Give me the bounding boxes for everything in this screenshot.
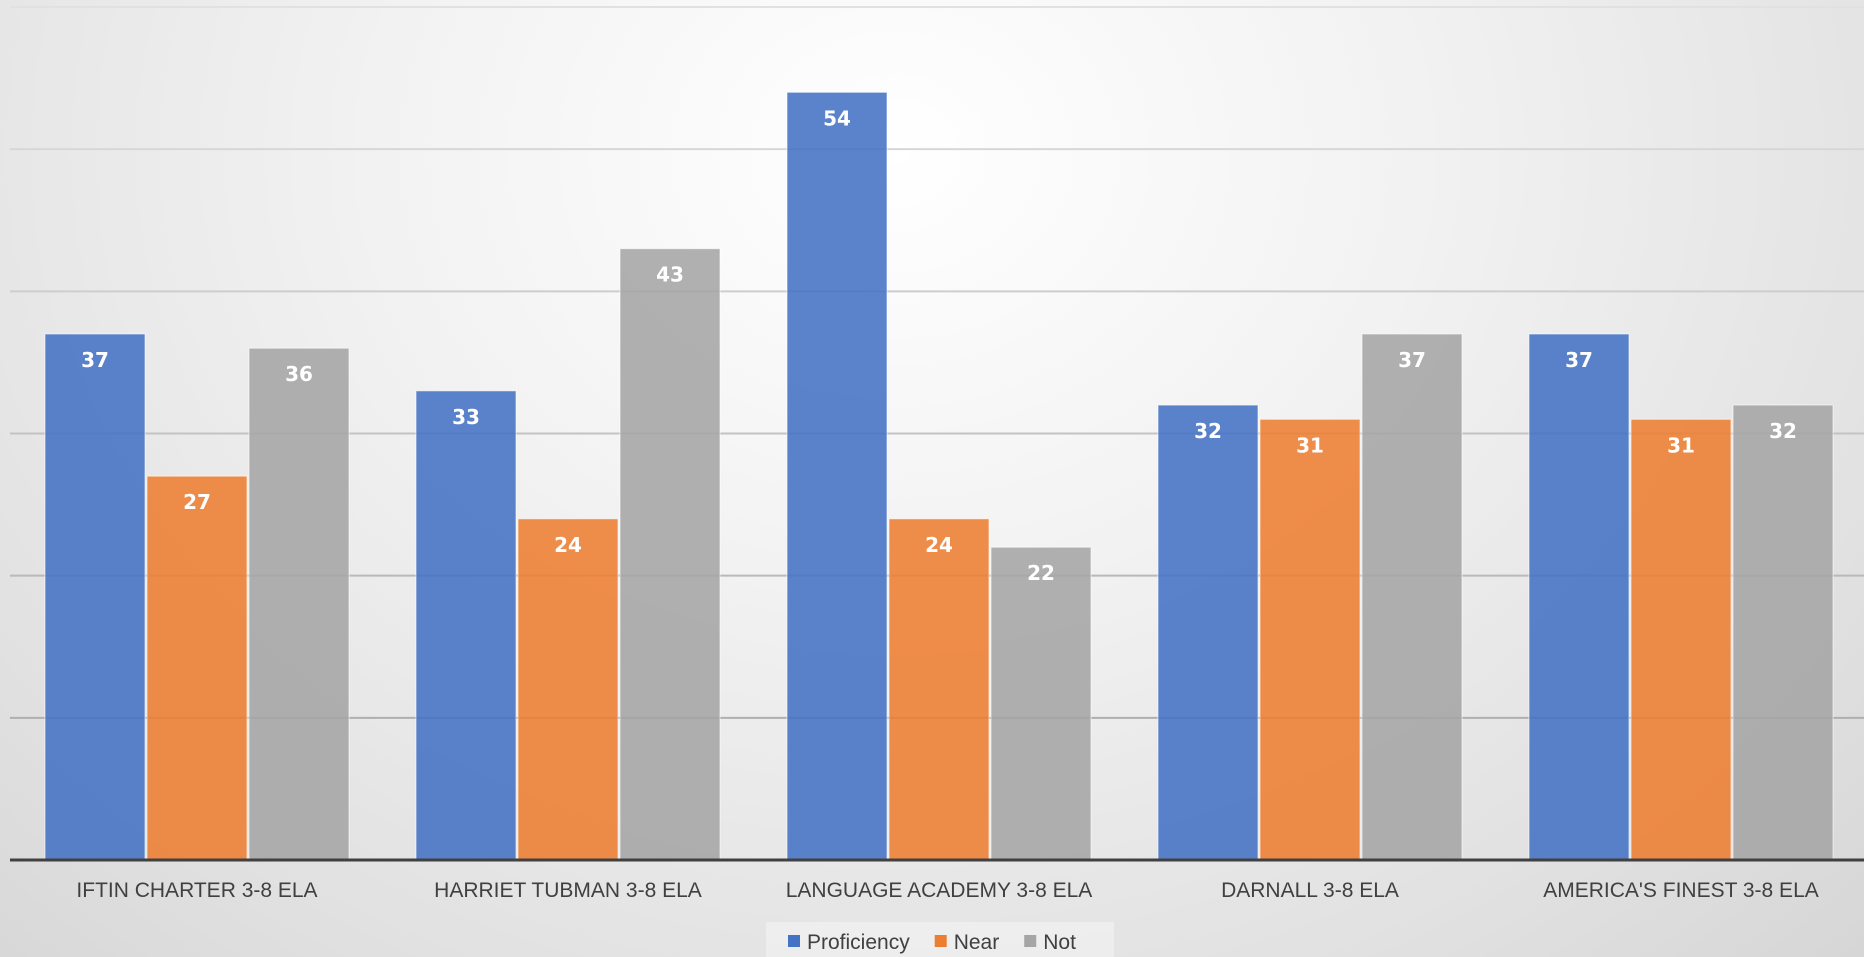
- data-label: 37: [81, 348, 109, 372]
- data-label: 27: [183, 490, 211, 514]
- data-label: 22: [1027, 561, 1055, 585]
- category-label: IFTIN CHARTER 3-8 ELA: [76, 879, 317, 902]
- legend-swatch-proficiency: [788, 935, 800, 947]
- data-label: 31: [1667, 433, 1695, 457]
- data-label: 24: [925, 533, 953, 557]
- bars: [44, 91, 1834, 861]
- bar-proficiency-0: [44, 333, 146, 861]
- bar-not-2: [990, 546, 1092, 861]
- legend-swatch-not: [1024, 935, 1037, 947]
- data-label: 32: [1194, 419, 1222, 443]
- bar-proficiency-1: [415, 390, 517, 861]
- bar-near-1: [517, 518, 619, 861]
- category-labels: IFTIN CHARTER 3-8 ELA HARRIET TUBMAN 3-8 …: [76, 879, 1818, 902]
- bar-proficiency-4: [1528, 333, 1630, 861]
- legend-label-proficiency: Proficiency: [807, 931, 910, 954]
- bar-not-0: [248, 347, 350, 861]
- data-label: 31: [1296, 433, 1324, 457]
- data-label: 37: [1398, 348, 1426, 372]
- data-labels: 37 27 36 33 24 43 54 24 22 32 31 37 37 31 32: [81, 106, 1797, 585]
- data-label: 36: [285, 362, 313, 386]
- bar-not-1: [619, 248, 721, 861]
- data-label: 43: [656, 263, 684, 287]
- category-label: HARRIET TUBMAN 3-8 ELA: [434, 879, 702, 902]
- legend: Proficiency Near Not: [766, 922, 1114, 957]
- category-label: AMERICA'S FINEST 3-8 ELA: [1543, 879, 1819, 902]
- category-label: DARNALL 3-8 ELA: [1221, 879, 1399, 902]
- data-label: 24: [554, 533, 582, 557]
- data-label: 54: [823, 106, 851, 130]
- legend-swatch-near: [934, 935, 947, 947]
- bar-near-4: [1630, 418, 1732, 861]
- legend-label-near: Near: [954, 931, 1000, 954]
- bar-near-2: [888, 518, 990, 861]
- data-label: 32: [1769, 419, 1797, 443]
- bar-proficiency-3: [1157, 404, 1259, 861]
- bar-near-0: [146, 475, 248, 861]
- bar-proficiency-2: [786, 91, 888, 861]
- bar-not-4: [1732, 404, 1834, 861]
- bar-near-3: [1259, 418, 1361, 861]
- data-label: 37: [1565, 348, 1593, 372]
- legend-label-not: Not: [1043, 931, 1076, 954]
- data-label: 33: [452, 405, 480, 429]
- bar-not-3: [1361, 333, 1463, 861]
- category-label: LANGUAGE ACADEMY 3-8 ELA: [786, 879, 1093, 902]
